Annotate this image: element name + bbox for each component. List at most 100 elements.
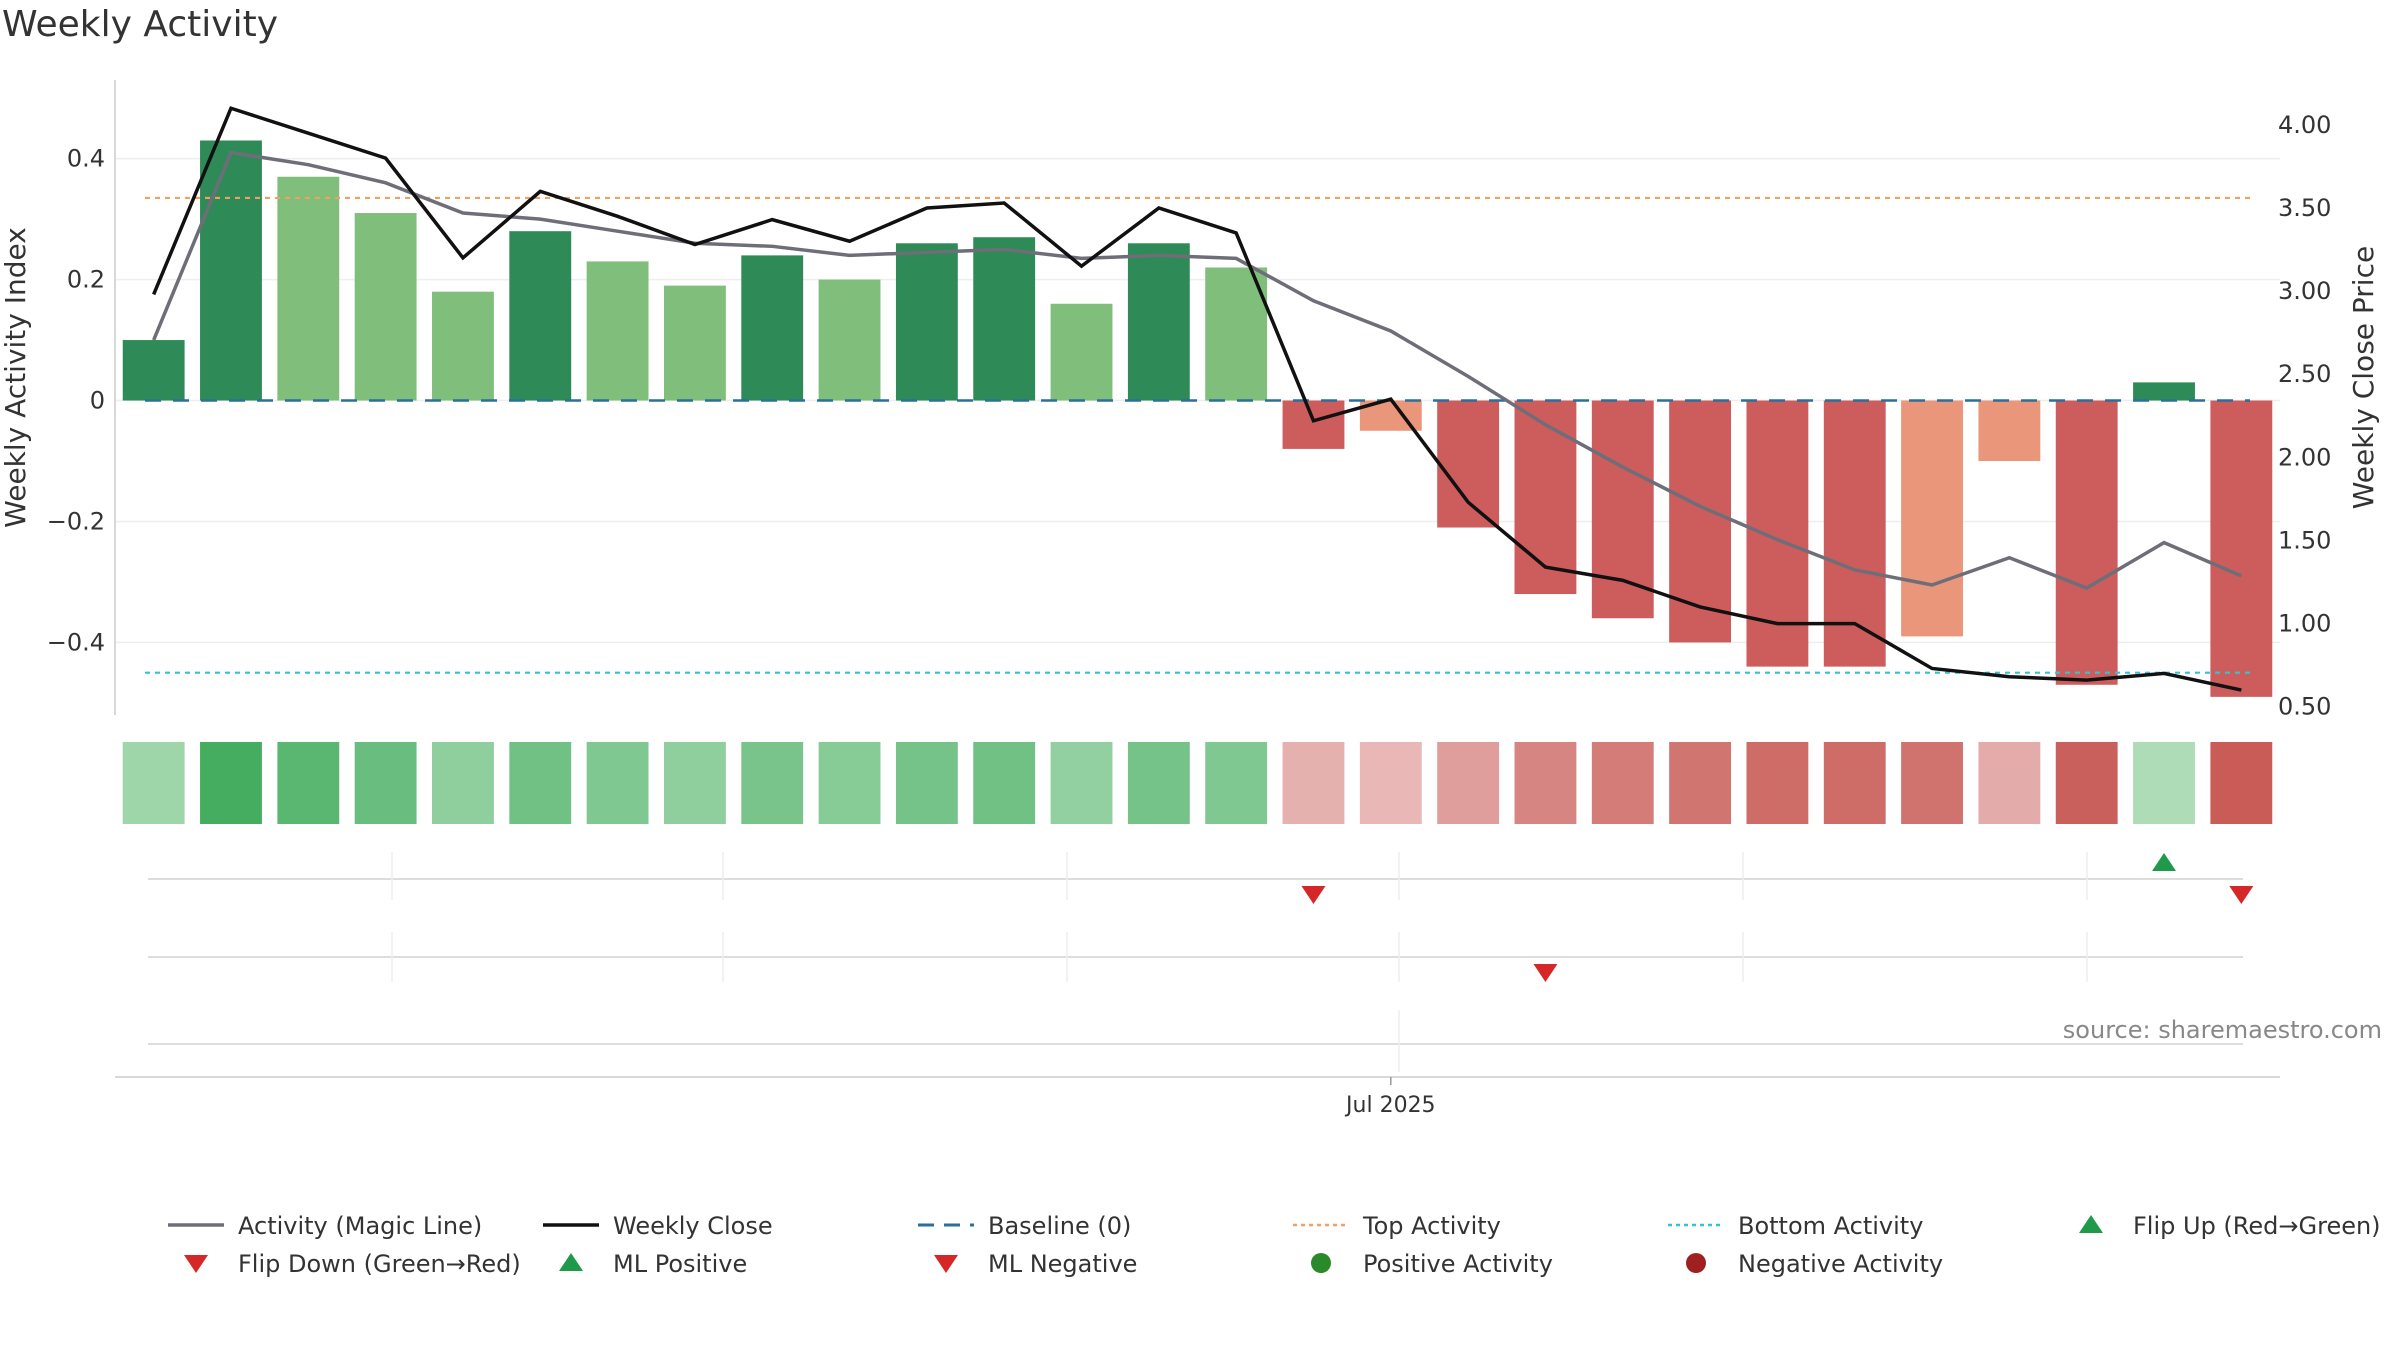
right-tick-label: 3.00	[2278, 277, 2331, 305]
strip-cell	[1514, 742, 1577, 824]
signal-rows	[148, 852, 2254, 1072]
strip-cell	[2210, 742, 2273, 824]
flip-down-marker	[2229, 886, 2254, 904]
strip-cell	[973, 742, 1036, 824]
activity-bar	[354, 213, 417, 401]
activity-bar	[818, 279, 881, 401]
activity-bar	[277, 176, 340, 401]
legend-label: Negative Activity	[1738, 1250, 1943, 1278]
weekly-close-line	[152, 106, 2242, 692]
activity-bar	[1591, 400, 1654, 619]
strip-cell	[2055, 742, 2118, 824]
axes: −0.4 −0.2 0 0.2 0.4 0.50 1.00 1.50 2.00 2.50 3.00 3…	[0, 80, 2380, 1118]
magic-line	[152, 150, 2243, 590]
strip-cell	[277, 742, 340, 824]
legend: Activity (Magic Line) Weekly Close Baselin…	[168, 1212, 2381, 1278]
activity-bar	[2055, 400, 2118, 685]
activity-bar	[2133, 382, 2195, 401]
right-tick-label: 1.50	[2278, 526, 2331, 554]
legend-label: Flip Down (Green→Red)	[238, 1250, 521, 1278]
right-tick-label: 1.00	[2278, 610, 2331, 638]
activity-bar	[1669, 400, 1732, 643]
activity-bar	[663, 285, 726, 401]
strip-cell	[1359, 742, 1422, 824]
activity-bar	[509, 231, 572, 401]
strip-cell	[1127, 742, 1190, 824]
legend-item: Flip Down (Green→Red)	[184, 1250, 521, 1278]
left-tick-label: −0.4	[47, 628, 105, 656]
right-tick-label: 4.00	[2278, 111, 2331, 139]
legend-swatch	[1686, 1253, 1706, 1273]
strip-cell	[586, 742, 649, 824]
left-tick-label: 0	[90, 387, 105, 415]
legend-item: Weekly Close	[543, 1212, 773, 1240]
right-tick-label: 2.50	[2278, 360, 2331, 388]
left-tick-label: 0.4	[67, 145, 105, 173]
right-tick-label: 0.50	[2278, 693, 2331, 721]
strip-cell	[1669, 742, 1732, 824]
activity-bar	[200, 140, 262, 401]
x-tick-label: Jul 2025	[1344, 1093, 1436, 1118]
source-label: source: sharemaestro.com	[2063, 1016, 2382, 1044]
legend-item: Flip Up (Red→Green)	[2079, 1212, 2381, 1240]
legend-label: Positive Activity	[1363, 1250, 1553, 1278]
legend-swatch	[559, 1253, 583, 1271]
strip-cell	[818, 742, 881, 824]
activity-bar	[1514, 400, 1577, 595]
strip-cell	[509, 742, 572, 824]
activity-bar	[1127, 243, 1190, 401]
strip-cell	[1437, 742, 1500, 824]
flip-up-marker	[2152, 853, 2177, 871]
strip-cell	[1978, 742, 2041, 824]
activity-bar	[1437, 400, 1500, 528]
activity-bar	[432, 291, 494, 401]
flip-down-marker	[1301, 886, 1326, 904]
activity-bar	[1746, 400, 1809, 667]
series-lines	[152, 106, 2243, 692]
legend-swatch	[1311, 1253, 1331, 1273]
activity-bars	[122, 140, 2273, 697]
intensity-strip	[122, 742, 2273, 824]
legend-label: Activity (Magic Line)	[238, 1212, 482, 1240]
legend-item: Bottom Activity	[1668, 1212, 1923, 1240]
activity-bar	[1050, 303, 1113, 401]
right-axis-label: Weekly Close Price	[2347, 246, 2380, 509]
activity-bar	[1978, 400, 2041, 461]
chart-title: Weekly Activity	[2, 4, 279, 45]
legend-item: Positive Activity	[1311, 1250, 1553, 1278]
legend-item: ML Negative	[934, 1250, 1137, 1278]
strip-cell	[1746, 742, 1809, 824]
strip-cell	[1050, 742, 1113, 824]
legend-swatch	[2079, 1215, 2103, 1233]
legend-label: Top Activity	[1362, 1212, 1501, 1240]
strip-cell	[895, 742, 958, 824]
legend-item: Top Activity	[1293, 1212, 1501, 1240]
legend-label: Bottom Activity	[1738, 1212, 1923, 1240]
strip-cell	[432, 742, 494, 824]
activity-bar	[1282, 400, 1345, 449]
activity-bar	[741, 255, 804, 401]
strip-cell	[741, 742, 804, 824]
left-tick-label: −0.2	[47, 507, 105, 535]
activity-bar	[122, 340, 185, 401]
strip-cell	[2133, 742, 2195, 824]
activity-bar	[973, 237, 1036, 401]
strip-cell	[1205, 742, 1268, 824]
legend-item: ML Positive	[559, 1250, 747, 1278]
left-axis-label: Weekly Activity Index	[0, 227, 32, 528]
strip-cell	[122, 742, 185, 824]
activity-bar	[1823, 400, 1886, 667]
legend-label: ML Positive	[613, 1250, 747, 1278]
strip-cell	[1823, 742, 1886, 824]
left-tick-label: 0.2	[67, 266, 105, 294]
legend-label: Baseline (0)	[988, 1212, 1131, 1240]
reference-lines	[145, 196, 2250, 674]
legend-swatch	[184, 1255, 208, 1273]
strip-cell	[354, 742, 417, 824]
legend-item: Baseline (0)	[918, 1212, 1131, 1240]
legend-label: ML Negative	[988, 1250, 1137, 1278]
strip-cell	[1901, 742, 1963, 824]
strip-cell	[1282, 742, 1345, 824]
activity-bar	[895, 243, 958, 401]
